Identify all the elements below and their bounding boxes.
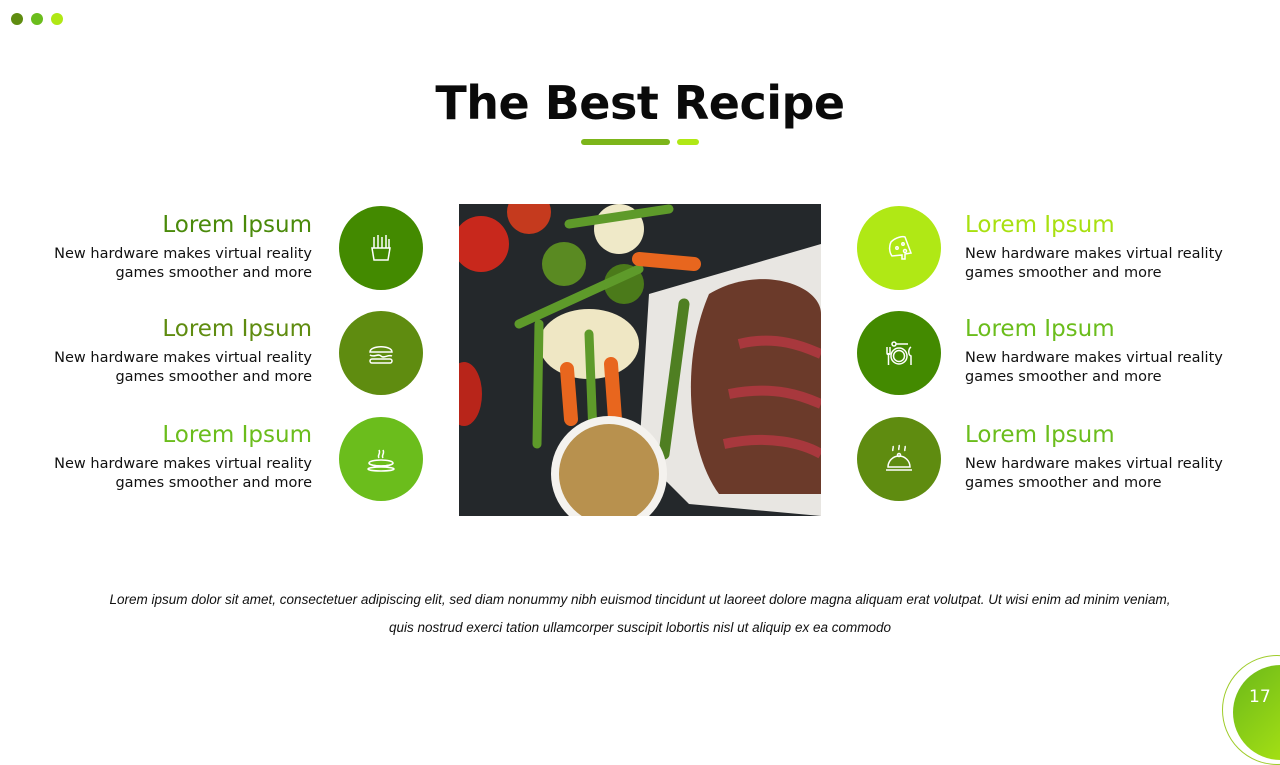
feature-heading: Lorem Ipsum <box>162 316 312 342</box>
feature-heading: Lorem Ipsum <box>162 422 312 448</box>
fries-icon <box>339 206 423 290</box>
feature-item: Lorem Ipsum New hardware makes virtual r… <box>965 212 1225 283</box>
cheese-icon <box>857 206 941 290</box>
decor-dot <box>51 13 63 25</box>
decor-dot <box>31 13 43 25</box>
soup-icon <box>339 417 423 501</box>
feature-heading: Lorem Ipsum <box>965 212 1115 238</box>
feature-text: New hardware makes virtual reality games… <box>965 456 1223 491</box>
feature-item: Lorem Ipsum New hardware makes virtual r… <box>965 422 1225 493</box>
title-underline-accent <box>677 139 699 145</box>
footer-text: Lorem ipsum dolor sit amet, consectetuer… <box>109 592 1171 635</box>
food-photo <box>459 204 821 516</box>
feature-text: New hardware makes virtual reality games… <box>54 246 312 281</box>
burger-icon <box>339 311 423 395</box>
feature-heading: Lorem Ipsum <box>162 212 312 238</box>
feature-item: Lorem Ipsum New hardware makes virtual r… <box>965 316 1225 387</box>
feature-item: Lorem Ipsum New hardware makes virtual r… <box>52 422 312 493</box>
plate-cutlery-icon <box>857 311 941 395</box>
feature-text: New hardware makes virtual reality games… <box>54 350 312 385</box>
decor-dot <box>11 13 23 25</box>
feature-item: Lorem Ipsum New hardware makes virtual r… <box>52 316 312 387</box>
feature-text: New hardware makes virtual reality games… <box>965 350 1223 385</box>
feature-text: New hardware makes virtual reality games… <box>965 246 1223 281</box>
page-number: 17 <box>1249 687 1271 707</box>
page-title: The Best Recipe <box>435 76 845 130</box>
feature-heading: Lorem Ipsum <box>965 422 1115 448</box>
feature-item: Lorem Ipsum New hardware makes virtual r… <box>52 212 312 283</box>
cloche-icon <box>857 417 941 501</box>
feature-heading: Lorem Ipsum <box>965 316 1115 342</box>
title-underline <box>581 139 670 145</box>
feature-text: New hardware makes virtual reality games… <box>54 456 312 491</box>
